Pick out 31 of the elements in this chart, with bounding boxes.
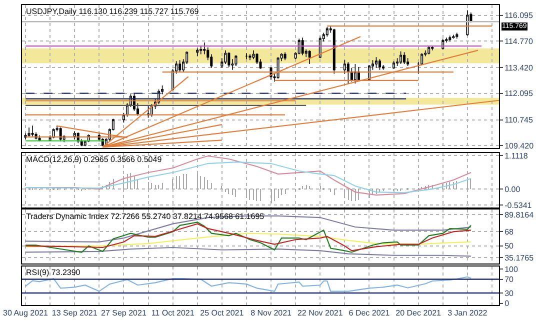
chart-title: Traders Dynamic Index 72.7266 55.2740 37.8214 74.9568 61.1695: [26, 212, 265, 221]
y-tick-label: 1.1118: [504, 151, 528, 160]
x-tick-label: 20 Dec 2021: [396, 308, 442, 318]
y-tick-label: 114.770: [504, 36, 534, 46]
y-tick-label: 113.420: [504, 63, 534, 72]
y-tick-label: 112.095: [504, 89, 534, 98]
y-tick-label: 70: [504, 275, 514, 284]
y-tick-label: 110.745: [504, 116, 534, 125]
x-tick-label: 30 Aug 2021: [3, 308, 49, 318]
x-tick-label: 22 Nov 2021: [297, 308, 344, 318]
y-tick-label: 68: [504, 228, 514, 237]
y-tick-label: 50: [504, 242, 514, 251]
x-tick-label: 6 Dec 2021: [348, 308, 390, 318]
x-tick-label: 11 Oct 2021: [151, 308, 195, 318]
y-tick-label: 109.420: [504, 141, 534, 150]
x-tick-label: 25 Oct 2021: [200, 308, 244, 318]
y-tick-label: 30: [504, 288, 514, 298]
x-tick-label: 27 Sep 2021: [101, 308, 147, 318]
y-tick-label: -0.5341: [504, 200, 532, 210]
chart-title: MACD(12,26,9) 0.2965 0.3566 0.5049: [26, 155, 162, 164]
chart-title: USDJPY,Daily 116.130 116.239 115.727 115.769: [26, 7, 200, 16]
x-tick-label: 3 Jan 2022: [448, 308, 488, 318]
x-tick-label: 13 Sep 2021: [52, 308, 98, 318]
y-tick-label: 0: [504, 299, 510, 308]
y-tick-label: 0.00: [504, 184, 521, 194]
y-tick-label: 116.095: [504, 11, 534, 20]
y-tick-label: 35.1765: [504, 253, 534, 262]
x-tick-label: 8 Nov 2021: [250, 308, 292, 318]
y-tick-label: 100: [504, 264, 518, 274]
chart-title: RSI(9) 73.2390: [26, 268, 81, 277]
y-tick-label: 89.8164: [504, 210, 534, 220]
